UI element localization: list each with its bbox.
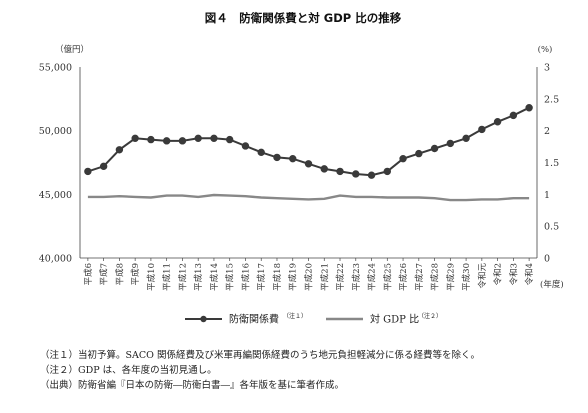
data-point: [399, 154, 407, 163]
x-tick-label: 平成26: [398, 263, 409, 291]
data-point: [478, 125, 486, 134]
x-tick-label: 平成17: [256, 263, 267, 291]
x-tick-label: 令和3: [508, 263, 519, 285]
x-tick-label: 平成20: [304, 263, 315, 291]
data-point: [178, 137, 187, 145]
x-tick-label: 平成12: [177, 263, 188, 291]
x-tick-label: 平成24: [367, 263, 378, 291]
data-point: [462, 134, 470, 143]
series-line-2: [87, 193, 530, 202]
data-point: [304, 160, 313, 168]
data-point: [367, 171, 376, 179]
x-tick-label: 平成18: [272, 263, 283, 291]
right-tick-label: 3: [544, 63, 550, 74]
x-tick-label: 平成15: [225, 263, 236, 291]
right-tick-label: 2: [544, 126, 550, 137]
x-tick-label: 平成14: [209, 263, 220, 291]
data-point: [273, 153, 281, 162]
left-tick-label: 45,000: [39, 190, 72, 201]
x-tick-label: 令和元: [477, 263, 488, 289]
data-point: [289, 154, 297, 163]
x-tick-label: 平成23: [351, 263, 362, 291]
left-axis-unit: （億円）: [55, 44, 89, 55]
footnote-1: （注１）当初予算。SACO 関係経費及び米軍再編関係経費のうち地元負担軽減分に係…: [40, 350, 480, 361]
right-tick-label: 0: [544, 254, 550, 265]
legend-note-1: （注１）: [283, 312, 307, 320]
left-tick-label: 55,000: [39, 63, 72, 74]
x-tick-label: 令和2: [493, 263, 504, 285]
x-axis-label: (年度): [540, 279, 564, 290]
x-tick-label: 平成28: [430, 263, 441, 291]
x-tick-label: 平成25: [382, 263, 393, 291]
legend-label-2: 対 GDP 比: [370, 313, 419, 326]
footnote-2: （注２）GDP は、各年度の当初見通し。: [40, 365, 217, 376]
data-point: [194, 134, 202, 143]
data-point: [509, 111, 518, 120]
x-tick-label: 平成9: [130, 263, 141, 285]
data-point: [257, 148, 265, 157]
data-point: [115, 146, 124, 154]
left-tick-label: 50,000: [39, 126, 72, 137]
x-axis-ticks: 平成6 平成7 平成8 平成9 平成10 平成11 平成12 平成13 平成14 平成15 平成16…: [83, 258, 535, 291]
x-tick-label: 令和4: [524, 263, 535, 285]
footnotes: （注１）当初予算。SACO 関係経費及び米軍再編関係経費のうち地元負担軽減分に係…: [40, 348, 580, 393]
left-axis-ticks: 40,000 45,000 50,000 55,000: [39, 63, 72, 265]
legend-marker-1: [200, 315, 207, 323]
x-tick-label: 平成7: [99, 263, 110, 285]
data-point: [241, 142, 250, 150]
x-tick-label: 平成13: [193, 263, 204, 291]
right-tick-label: 0.5: [544, 222, 559, 233]
left-tick-label: 40,000: [39, 254, 72, 265]
chart: 図４ 防衛関係費と対 GDP 比の推移 （億円） (%) 40,000 45,00…: [39, 11, 564, 326]
x-tick-label: 平成11: [162, 263, 173, 291]
data-point: [162, 137, 171, 145]
right-axis-ticks: 0 0.5 1 1.5 2 2.5 3: [544, 63, 559, 265]
legend-note-2: （注２）: [418, 312, 442, 320]
series-lines: [84, 104, 533, 202]
legend-label-1: 防衛関係費: [229, 313, 279, 326]
data-point: [493, 118, 502, 126]
right-tick-label: 1.5: [544, 158, 559, 169]
x-tick-label: 平成22: [335, 263, 346, 291]
x-tick-label: 平成30: [461, 263, 472, 291]
footnote-source: （出典）防衛省編『日本の防衛―防衛白書―』各年版を基に筆者作成。: [40, 380, 345, 391]
data-point: [352, 170, 360, 178]
x-tick-label: 平成19: [288, 263, 299, 291]
data-point: [446, 139, 455, 148]
data-point: [131, 134, 139, 143]
data-point: [525, 104, 533, 112]
data-point: [99, 162, 108, 171]
right-axis-unit: (%): [538, 44, 553, 55]
right-tick-label: 1: [544, 190, 550, 201]
right-tick-label: 2.5: [544, 94, 559, 105]
x-tick-label: 平成16: [240, 263, 251, 291]
data-point: [320, 165, 328, 173]
data-point: [383, 167, 391, 176]
x-tick-label: 平成8: [114, 263, 125, 285]
data-point: [147, 135, 155, 144]
x-tick-label: 平成27: [414, 263, 425, 291]
x-tick-label: 平成29: [445, 263, 456, 291]
x-tick-label: 平成21: [319, 263, 330, 291]
x-tick-label: 平成10: [146, 263, 157, 291]
legend: 防衛関係費 （注１） 対 GDP 比（注２）: [185, 312, 442, 326]
x-tick-label: 平成6: [83, 263, 94, 285]
data-point: [84, 167, 92, 176]
data-point: [210, 134, 218, 143]
data-point: [430, 144, 439, 153]
data-point: [415, 149, 423, 158]
chart-title: 図４ 防衛関係費と対 GDP 比の推移: [205, 11, 402, 25]
data-point: [336, 167, 344, 176]
data-point: [226, 135, 234, 144]
